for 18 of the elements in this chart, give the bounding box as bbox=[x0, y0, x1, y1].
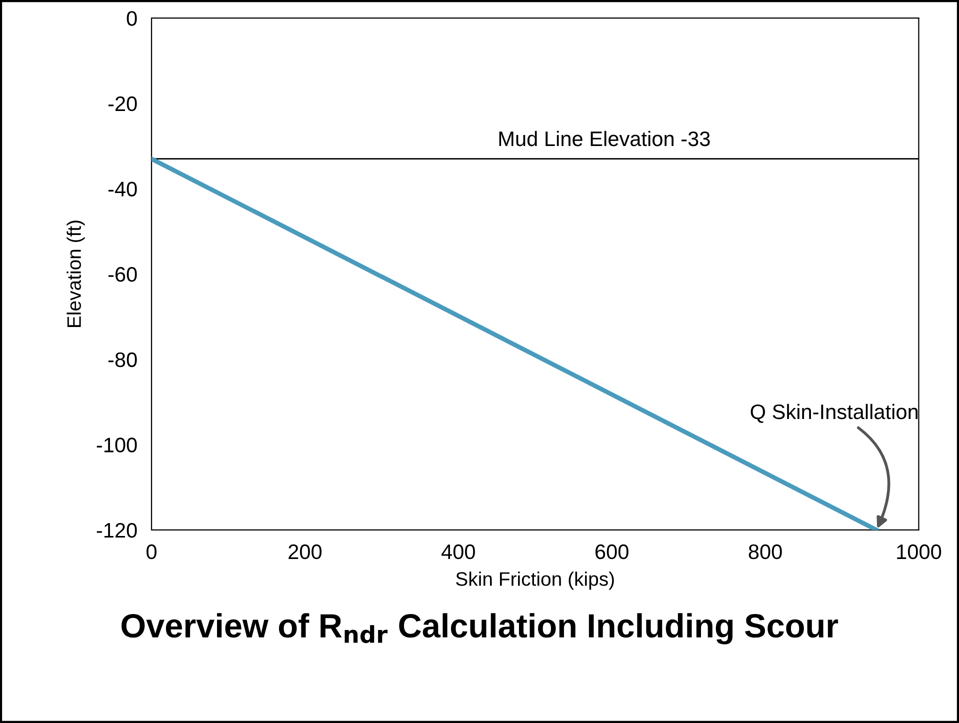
y-tick-label: -20 bbox=[108, 96, 137, 112]
y-tick-label: -40 bbox=[108, 182, 137, 196]
annotation: Q Skin-Installation bbox=[750, 404, 918, 423]
y-tick-label: 0 bbox=[126, 11, 137, 26]
y-tick-label: -120 bbox=[96, 522, 137, 538]
x-tick-label: 800 bbox=[748, 544, 782, 560]
text: Overview of R$_{ndr}$ Calculation Including Scour bbox=[122, 613, 838, 644]
x-tick-label: 200 bbox=[288, 544, 322, 560]
x-tick-label: 600 bbox=[596, 544, 628, 560]
x-tick-label: 1000 bbox=[897, 544, 942, 560]
y-tick-label: -60 bbox=[108, 267, 137, 282]
x-axis-title: Skin Friction (kips) bbox=[456, 572, 614, 590]
x-tick-label: 400 bbox=[442, 544, 475, 560]
ref-line-label: Mud Line Elevation -33 bbox=[499, 130, 710, 146]
y-axis-title: Elevation (ft) bbox=[66, 220, 85, 327]
y-tick-label: -80 bbox=[108, 352, 137, 368]
x-tick-label: 0 bbox=[146, 544, 156, 560]
y-tick-label: -100 bbox=[96, 438, 137, 452]
